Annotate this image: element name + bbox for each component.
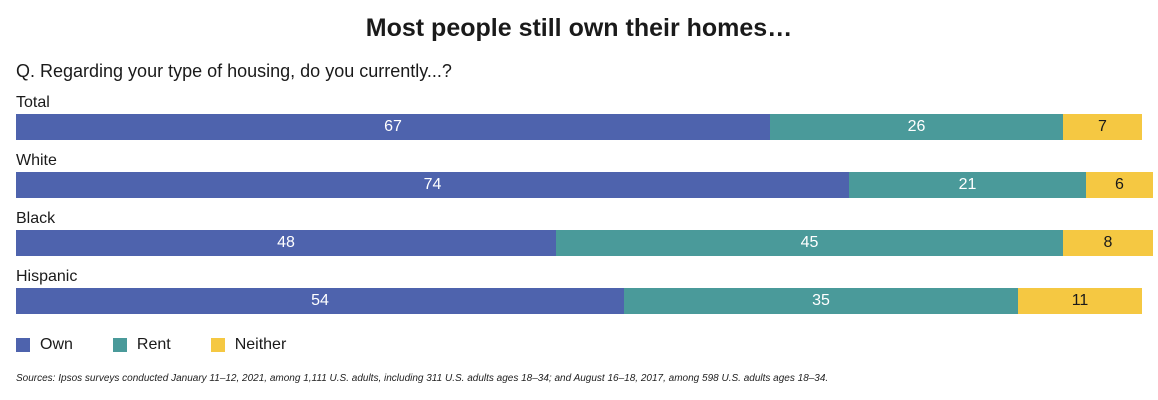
chart-title: Most people still own their homes… [365,14,793,42]
bar-value-label: 21 [958,176,977,193]
bar-segment-rent: 21 [849,172,1086,198]
category-label: Hispanic [16,268,78,285]
legend-swatch-neither [210,338,225,352]
question-text: Q. Regarding your type of housing, do yo… [16,61,452,81]
bar-segment-rent: 45 [556,230,1063,256]
bar-segment-own: 74 [16,172,849,198]
category-label: Total [16,94,50,111]
category-label: Black [16,210,56,227]
category-label: White [16,152,57,169]
bar-value-label: 45 [800,234,819,251]
bar-value-label: 35 [812,292,830,309]
bar-segment-own: 54 [16,288,624,314]
bar-segment-neither: 11 [1018,288,1142,314]
bar-segment-own: 48 [16,230,556,256]
legend: Own Rent Neither [16,336,326,354]
legend-label-neither: Neither [234,336,287,353]
bar-segment-own: 67 [16,114,770,140]
bar-segment-neither: 6 [1086,172,1153,198]
legend-swatch-rent [112,338,127,352]
bar-segment-neither: 8 [1063,230,1153,256]
bar-value-label: 54 [311,292,329,309]
bar-value-label: 74 [423,176,442,193]
bar-value-label: 26 [907,118,926,135]
legend-label-own: Own [40,336,73,353]
bar-value-label: 8 [1103,234,1113,251]
legend-label-rent: Rent [136,336,171,353]
legend-item-neither: Neither [210,336,287,354]
bar-value-label: 7 [1098,118,1107,135]
sources-note: Sources: Ipsos surveys conducted January… [16,373,829,384]
bar-value-label: 6 [1115,176,1124,193]
bar-segment-neither: 7 [1063,114,1142,140]
legend-item-rent: Rent [112,336,171,354]
bar-value-label: 11 [1071,292,1089,309]
legend-swatch-own [16,338,30,352]
bar-segment-rent: 35 [624,288,1018,314]
bar-segment-rent: 26 [770,114,1063,140]
stacked-bar-chart: Total 67 26 7 White 74 21 6 Black 48 45 8 Hispanic 54… [0,90,1158,330]
bar-value-label: 48 [277,234,295,251]
legend-item-own: Own [16,336,73,354]
bar-value-label: 67 [384,118,402,135]
